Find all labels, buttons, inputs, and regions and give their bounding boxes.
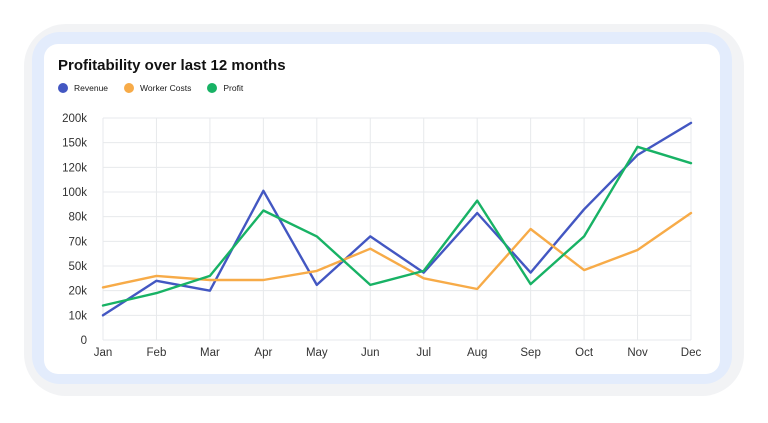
x-tick-label: Jul — [416, 347, 431, 359]
legend-label-worker-costs: Worker Costs — [140, 83, 192, 93]
legend-dot-worker-costs-icon — [124, 83, 135, 93]
x-tick-label: Feb — [147, 347, 167, 359]
x-tick-label: Dec — [681, 347, 702, 359]
legend: Revenue Worker Costs Profit — [58, 81, 243, 95]
y-tick-label: 50k — [68, 261, 87, 273]
y-tick-label: 70k — [68, 236, 87, 248]
y-tick-label: 100k — [62, 187, 87, 199]
legend-item-profit[interactable]: Profit — [207, 83, 243, 93]
y-tick-label: 120k — [62, 162, 87, 174]
x-tick-label: Sep — [520, 347, 540, 359]
y-tick-label: 80k — [68, 212, 87, 224]
y-tick-label: 20k — [68, 286, 87, 298]
legend-label-revenue: Revenue — [74, 83, 109, 93]
chart-title: Profitability over last 12 months — [58, 57, 286, 74]
series-line-profit[interactable] — [101, 145, 693, 307]
y-tick-label: 10k — [68, 310, 87, 322]
x-tick-label: Oct — [575, 347, 594, 359]
x-tick-label: May — [306, 347, 328, 359]
legend-dot-revenue-icon — [58, 83, 68, 93]
legend-item-revenue[interactable]: Revenue — [58, 83, 108, 93]
legend-item-worker-costs[interactable]: Worker Costs — [124, 83, 191, 93]
x-tick-label: Nov — [627, 347, 648, 359]
x-tick-label: Apr — [254, 347, 272, 359]
x-tick-label: Jun — [361, 347, 380, 359]
y-tick-label: 0 — [81, 335, 87, 347]
x-tick-label: Jan — [94, 347, 113, 359]
x-tick-label: Mar — [200, 347, 220, 359]
series-line-revenue[interactable] — [101, 121, 693, 317]
y-tick-label: 200k — [62, 113, 87, 125]
legend-label-profit: Profit — [223, 83, 244, 93]
x-tick-label: Aug — [467, 347, 487, 359]
y-tick-label: 150k — [62, 138, 87, 150]
legend-dot-profit-icon — [207, 83, 218, 93]
